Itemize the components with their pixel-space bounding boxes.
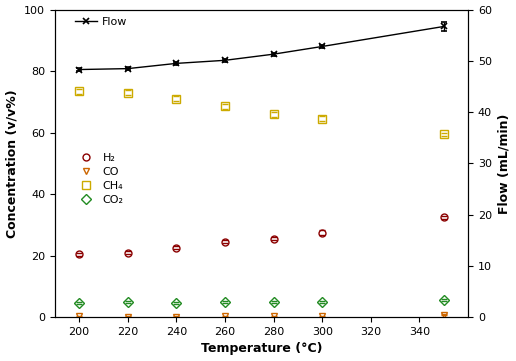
Y-axis label: Concentration (v/v%): Concentration (v/v%) (6, 89, 19, 238)
X-axis label: Temperature (°C): Temperature (°C) (201, 343, 322, 356)
Y-axis label: Flow (mL/min): Flow (mL/min) (497, 113, 510, 214)
Legend: H₂, CO, CH₄, CO₂: H₂, CO, CH₄, CO₂ (73, 151, 126, 207)
